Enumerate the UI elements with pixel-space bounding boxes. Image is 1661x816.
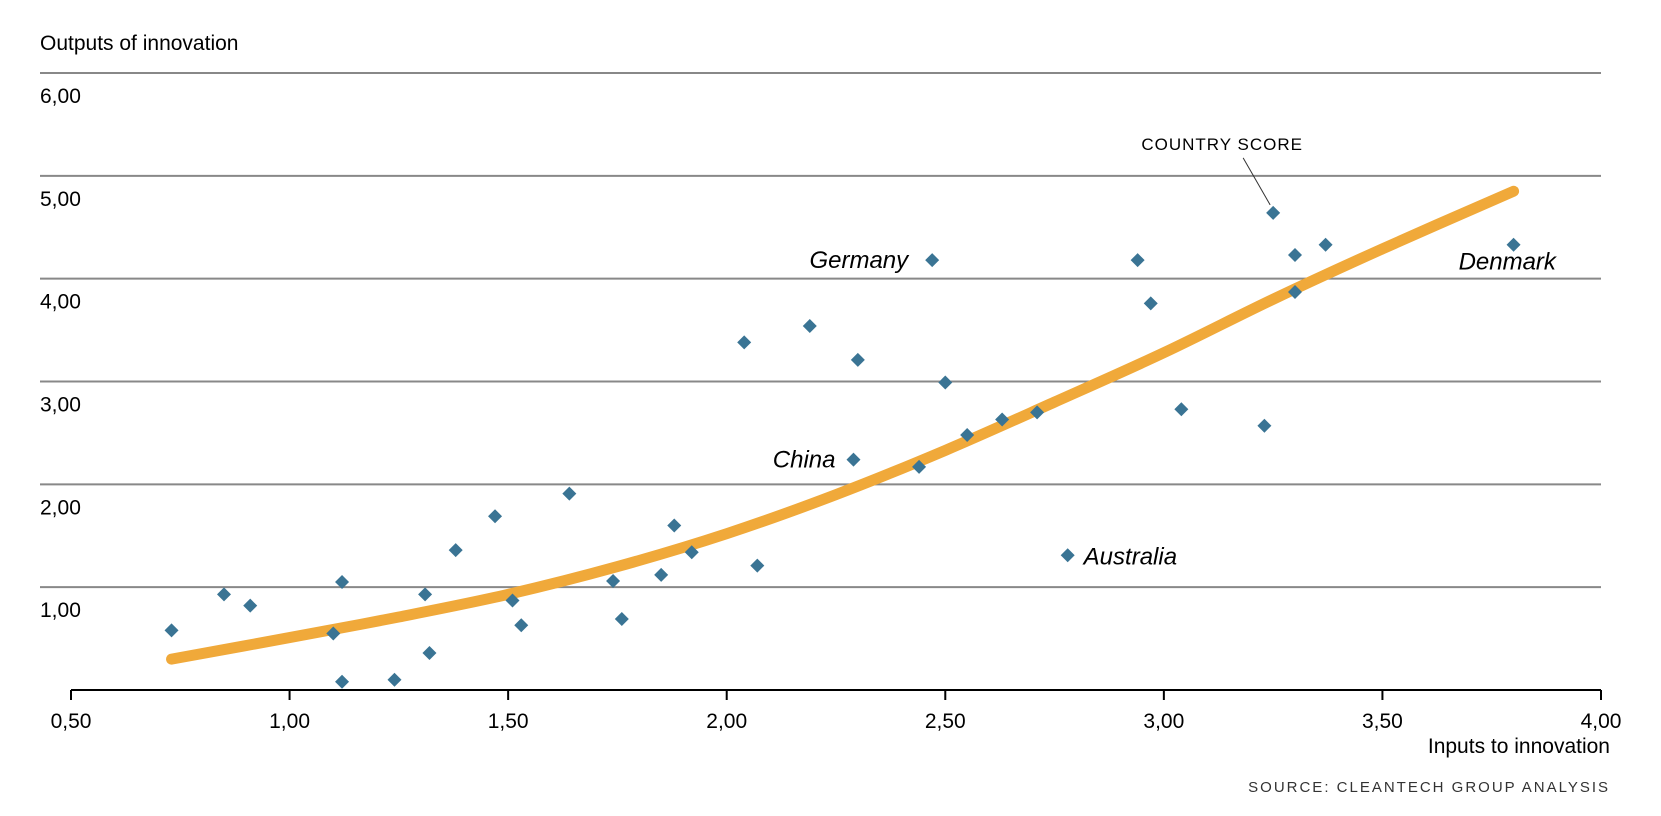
data-point-marker: [505, 593, 520, 608]
x-tick-label: 2,00: [706, 710, 747, 733]
data-point-marker: [654, 567, 669, 582]
x-axis-ticks: 0,50 1,00 1,50 2,00 2,50 3,00 3,50 4,00: [51, 690, 1622, 733]
data-point-marker: [387, 672, 402, 687]
data-point-marker: [562, 486, 577, 501]
x-tick-label: 1,50: [488, 710, 529, 733]
x-tick-label: 3,50: [1362, 710, 1403, 733]
data-point-marker: [1143, 296, 1158, 311]
y-tick-label: 2,00: [40, 496, 81, 519]
country-score-annotation: COUNTRY SCORE: [1141, 135, 1303, 154]
data-point-marker: [802, 318, 817, 333]
annotation-leader-line: [1242, 157, 1271, 206]
y-tick-label: 5,00: [40, 188, 81, 211]
data-point-marker: [217, 587, 231, 602]
country-label: Australia: [1082, 543, 1177, 570]
data-point-marker: [737, 335, 752, 350]
data-point-marker: [1130, 253, 1145, 268]
y-tick-label: 1,00: [40, 599, 81, 622]
data-point-marker: [938, 375, 953, 390]
data-point-marker: [1506, 237, 1521, 252]
data-point-marker: [1030, 405, 1045, 420]
y-tick-label: 3,00: [40, 394, 81, 417]
x-tick-label: 4,00: [1581, 710, 1622, 733]
y-tick-label: 6,00: [40, 85, 81, 108]
x-tick-label: 3,00: [1143, 710, 1184, 733]
data-point-marker: [667, 518, 682, 533]
gridlines: [40, 72, 1601, 589]
data-point-marker: [1288, 285, 1302, 300]
trendline: [166, 185, 1520, 665]
data-point-marker: [335, 674, 350, 689]
data-point-marker: [925, 253, 940, 268]
country-label: Denmark: [1459, 249, 1558, 276]
y-tick-label: 4,00: [40, 291, 81, 314]
data-point-marker: [335, 575, 350, 590]
data-point-marker: [912, 459, 927, 474]
country-label: Germany: [809, 247, 910, 274]
x-tick-label: 2,50: [925, 710, 966, 733]
data-point-marker: [606, 573, 621, 588]
country-label: China: [773, 447, 836, 474]
data-point-marker: [684, 545, 699, 560]
data-point-marker: [614, 612, 629, 627]
data-point-marker: [164, 623, 179, 638]
data-point-marker: [960, 427, 975, 442]
data-point-marker: [514, 618, 529, 633]
data-point-marker: [846, 452, 861, 467]
data-point-marker: [1174, 402, 1189, 417]
source-note: SOURCE: CLEANTECH GROUP ANALYSIS: [1248, 779, 1610, 796]
data-point-marker: [1318, 237, 1333, 252]
data-point-marker: [850, 352, 865, 367]
data-point-marker: [448, 543, 463, 558]
data-point-marker: [326, 626, 341, 641]
data-point-marker: [750, 558, 765, 573]
y-axis-ticks: 1,00 2,00 3,00 4,00 5,00 6,00: [40, 85, 81, 622]
data-point-marker: [1266, 205, 1281, 220]
data-points: [164, 205, 1521, 689]
data-point-marker: [1257, 418, 1272, 433]
x-tick-label: 1,00: [269, 710, 310, 733]
data-point-marker: [1060, 548, 1075, 563]
y-axis-title: Outputs of innovation: [40, 32, 238, 55]
x-axis-title: Inputs to innovation: [1428, 735, 1610, 758]
data-point-marker: [995, 412, 1010, 427]
data-point-marker: [488, 509, 503, 524]
data-point-marker: [422, 645, 437, 660]
data-point-marker: [418, 587, 433, 602]
trendline-path: [166, 185, 1520, 665]
country-labels: China Germany Australia Denmark: [773, 247, 1558, 570]
data-point-marker: [243, 598, 258, 613]
x-tick-label: 0,50: [51, 710, 92, 733]
data-point-marker: [1288, 248, 1302, 263]
